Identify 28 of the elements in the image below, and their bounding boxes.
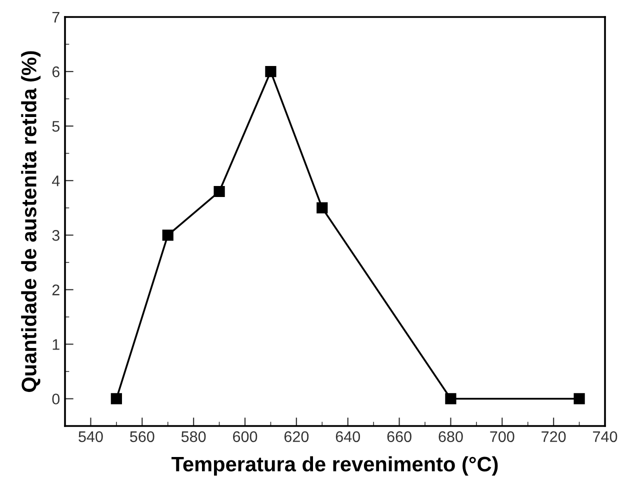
y-tick-label: 7: [52, 12, 60, 23]
y-tick-label: 4: [52, 176, 60, 186]
point: [574, 393, 585, 404]
x-tick-label: 560: [130, 431, 154, 442]
y-tick-label: 1: [52, 339, 60, 350]
point: [110, 393, 122, 404]
x-tick-label: 620: [284, 431, 309, 442]
y-tick-label: 6: [52, 66, 60, 78]
y-tick-label: 0: [52, 394, 60, 404]
x-tick-label: 640: [336, 431, 360, 442]
y-tick-label: 3: [52, 230, 60, 241]
x-tick-label: 740: [593, 431, 618, 442]
x-axis-title: Temperatura de revenimento (°C): [172, 456, 498, 476]
point: [316, 202, 328, 214]
point: [214, 186, 225, 198]
point: [445, 393, 456, 404]
x-tick-label: 700: [490, 431, 514, 442]
y-tick-label: 5: [52, 121, 60, 132]
y-tick-label: 2: [52, 284, 60, 296]
y-axis-title: Quantidade de austenita retida (%): [21, 51, 41, 392]
x-tick-label: 580: [181, 431, 206, 442]
x-tick-label: 680: [438, 431, 463, 442]
x-tick-label: 600: [233, 431, 258, 442]
x-tick-label: 540: [78, 431, 103, 442]
x-tick-label: 720: [542, 431, 566, 442]
point: [162, 230, 174, 241]
point: [265, 66, 276, 78]
x-tick-label: 660: [387, 431, 412, 442]
